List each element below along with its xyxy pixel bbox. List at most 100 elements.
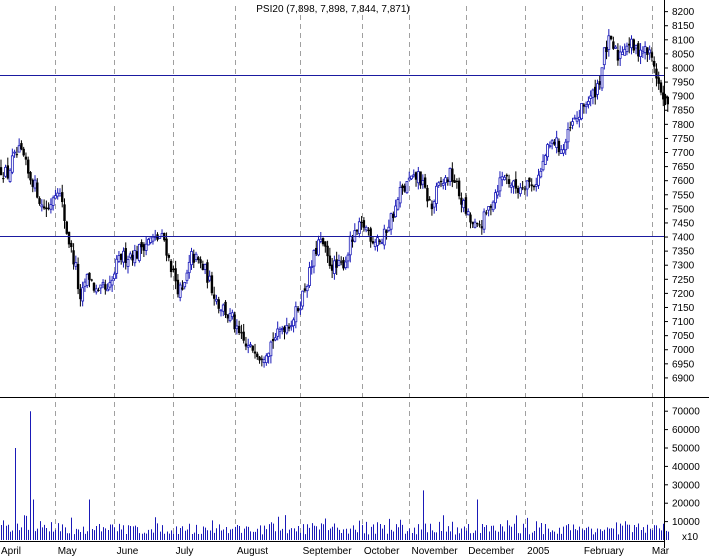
candle <box>476 222 479 228</box>
candle-body <box>364 226 368 231</box>
candle-body <box>206 262 209 283</box>
candle <box>88 272 91 288</box>
price-tick-label-7350: 7350 <box>672 247 695 258</box>
candle <box>532 184 536 191</box>
candle-body <box>165 238 168 256</box>
candle <box>144 236 148 256</box>
candle-body <box>587 100 590 105</box>
price-tick-label-8200: 8200 <box>672 7 695 18</box>
candle-body <box>655 68 658 79</box>
candle <box>451 162 454 188</box>
volume-tick-label-70000: 70000 <box>672 407 700 418</box>
candle-body <box>573 117 577 120</box>
candle <box>85 273 89 289</box>
candle <box>666 96 669 112</box>
candle <box>507 174 511 188</box>
candle-body <box>242 331 245 341</box>
candle-body <box>362 220 366 228</box>
candle-body <box>45 207 48 210</box>
x-label-mar: Mar <box>652 546 670 556</box>
candle-body <box>258 356 261 361</box>
candle <box>416 166 420 190</box>
candle-body <box>324 241 327 247</box>
candle-body <box>453 180 456 183</box>
candle-body <box>444 177 447 184</box>
candle-body <box>559 149 563 154</box>
candle-body <box>176 279 180 295</box>
price-candles <box>0 29 669 368</box>
candle-body <box>566 128 570 143</box>
candle <box>10 148 14 175</box>
candle <box>512 179 515 194</box>
candle <box>562 144 565 157</box>
candle <box>353 223 357 243</box>
price-tick-label-7000: 7000 <box>672 345 695 356</box>
candle <box>430 200 434 216</box>
candle-body <box>298 308 302 311</box>
candle-body <box>514 179 518 189</box>
candle-body <box>274 337 277 341</box>
candle-body <box>328 255 332 267</box>
candle-body <box>550 140 554 144</box>
candle-body <box>489 205 493 208</box>
candle-body <box>56 192 60 197</box>
candle-body <box>142 244 146 251</box>
candle-body <box>246 345 250 348</box>
candle-body <box>335 259 338 268</box>
candle <box>42 199 46 210</box>
candle-body <box>437 182 441 186</box>
candle-body <box>20 143 23 150</box>
candle-body <box>17 145 21 153</box>
candle <box>376 234 379 252</box>
candle <box>518 183 522 197</box>
candle-body <box>664 96 667 99</box>
candle-body <box>351 239 354 242</box>
candle-body <box>600 67 604 89</box>
candle <box>652 56 656 74</box>
candle <box>523 185 527 195</box>
price-tick-label-6950: 6950 <box>672 359 695 370</box>
candle-body <box>126 259 130 267</box>
candle <box>244 336 248 351</box>
candle-body <box>632 39 635 51</box>
candle-body <box>562 149 565 154</box>
candle <box>20 140 23 151</box>
candle <box>650 47 654 62</box>
candle-body <box>616 49 620 61</box>
volume-scale-marker: x10 <box>682 532 699 543</box>
candle-body <box>6 165 10 179</box>
candle-body <box>181 287 184 290</box>
candle <box>591 88 595 105</box>
candle <box>301 290 305 310</box>
candle <box>609 35 613 41</box>
candle <box>521 181 524 191</box>
candle <box>587 96 590 109</box>
price-tick-label-7900: 7900 <box>672 92 695 103</box>
price-tick-label-7150: 7150 <box>672 303 695 314</box>
candle <box>600 67 604 91</box>
candle-body <box>124 248 127 264</box>
x-label-february: February <box>584 546 624 556</box>
candle-body <box>120 253 123 260</box>
candle-body <box>421 180 425 185</box>
candle-body <box>652 60 656 67</box>
candle-body <box>47 207 50 209</box>
candle <box>235 319 239 335</box>
price-tick-label-8050: 8050 <box>672 49 695 60</box>
candle <box>176 274 180 298</box>
candle-body <box>2 178 5 180</box>
candle <box>437 181 441 188</box>
candle <box>514 171 518 194</box>
candle <box>246 338 250 354</box>
candle-body <box>167 255 171 258</box>
candle-body <box>174 268 177 282</box>
candle-body <box>609 35 613 40</box>
candle <box>657 71 660 90</box>
candle-body <box>342 259 345 269</box>
candle-body <box>518 187 522 195</box>
candle <box>2 172 5 183</box>
candle <box>51 195 55 211</box>
candle-body <box>287 326 291 329</box>
